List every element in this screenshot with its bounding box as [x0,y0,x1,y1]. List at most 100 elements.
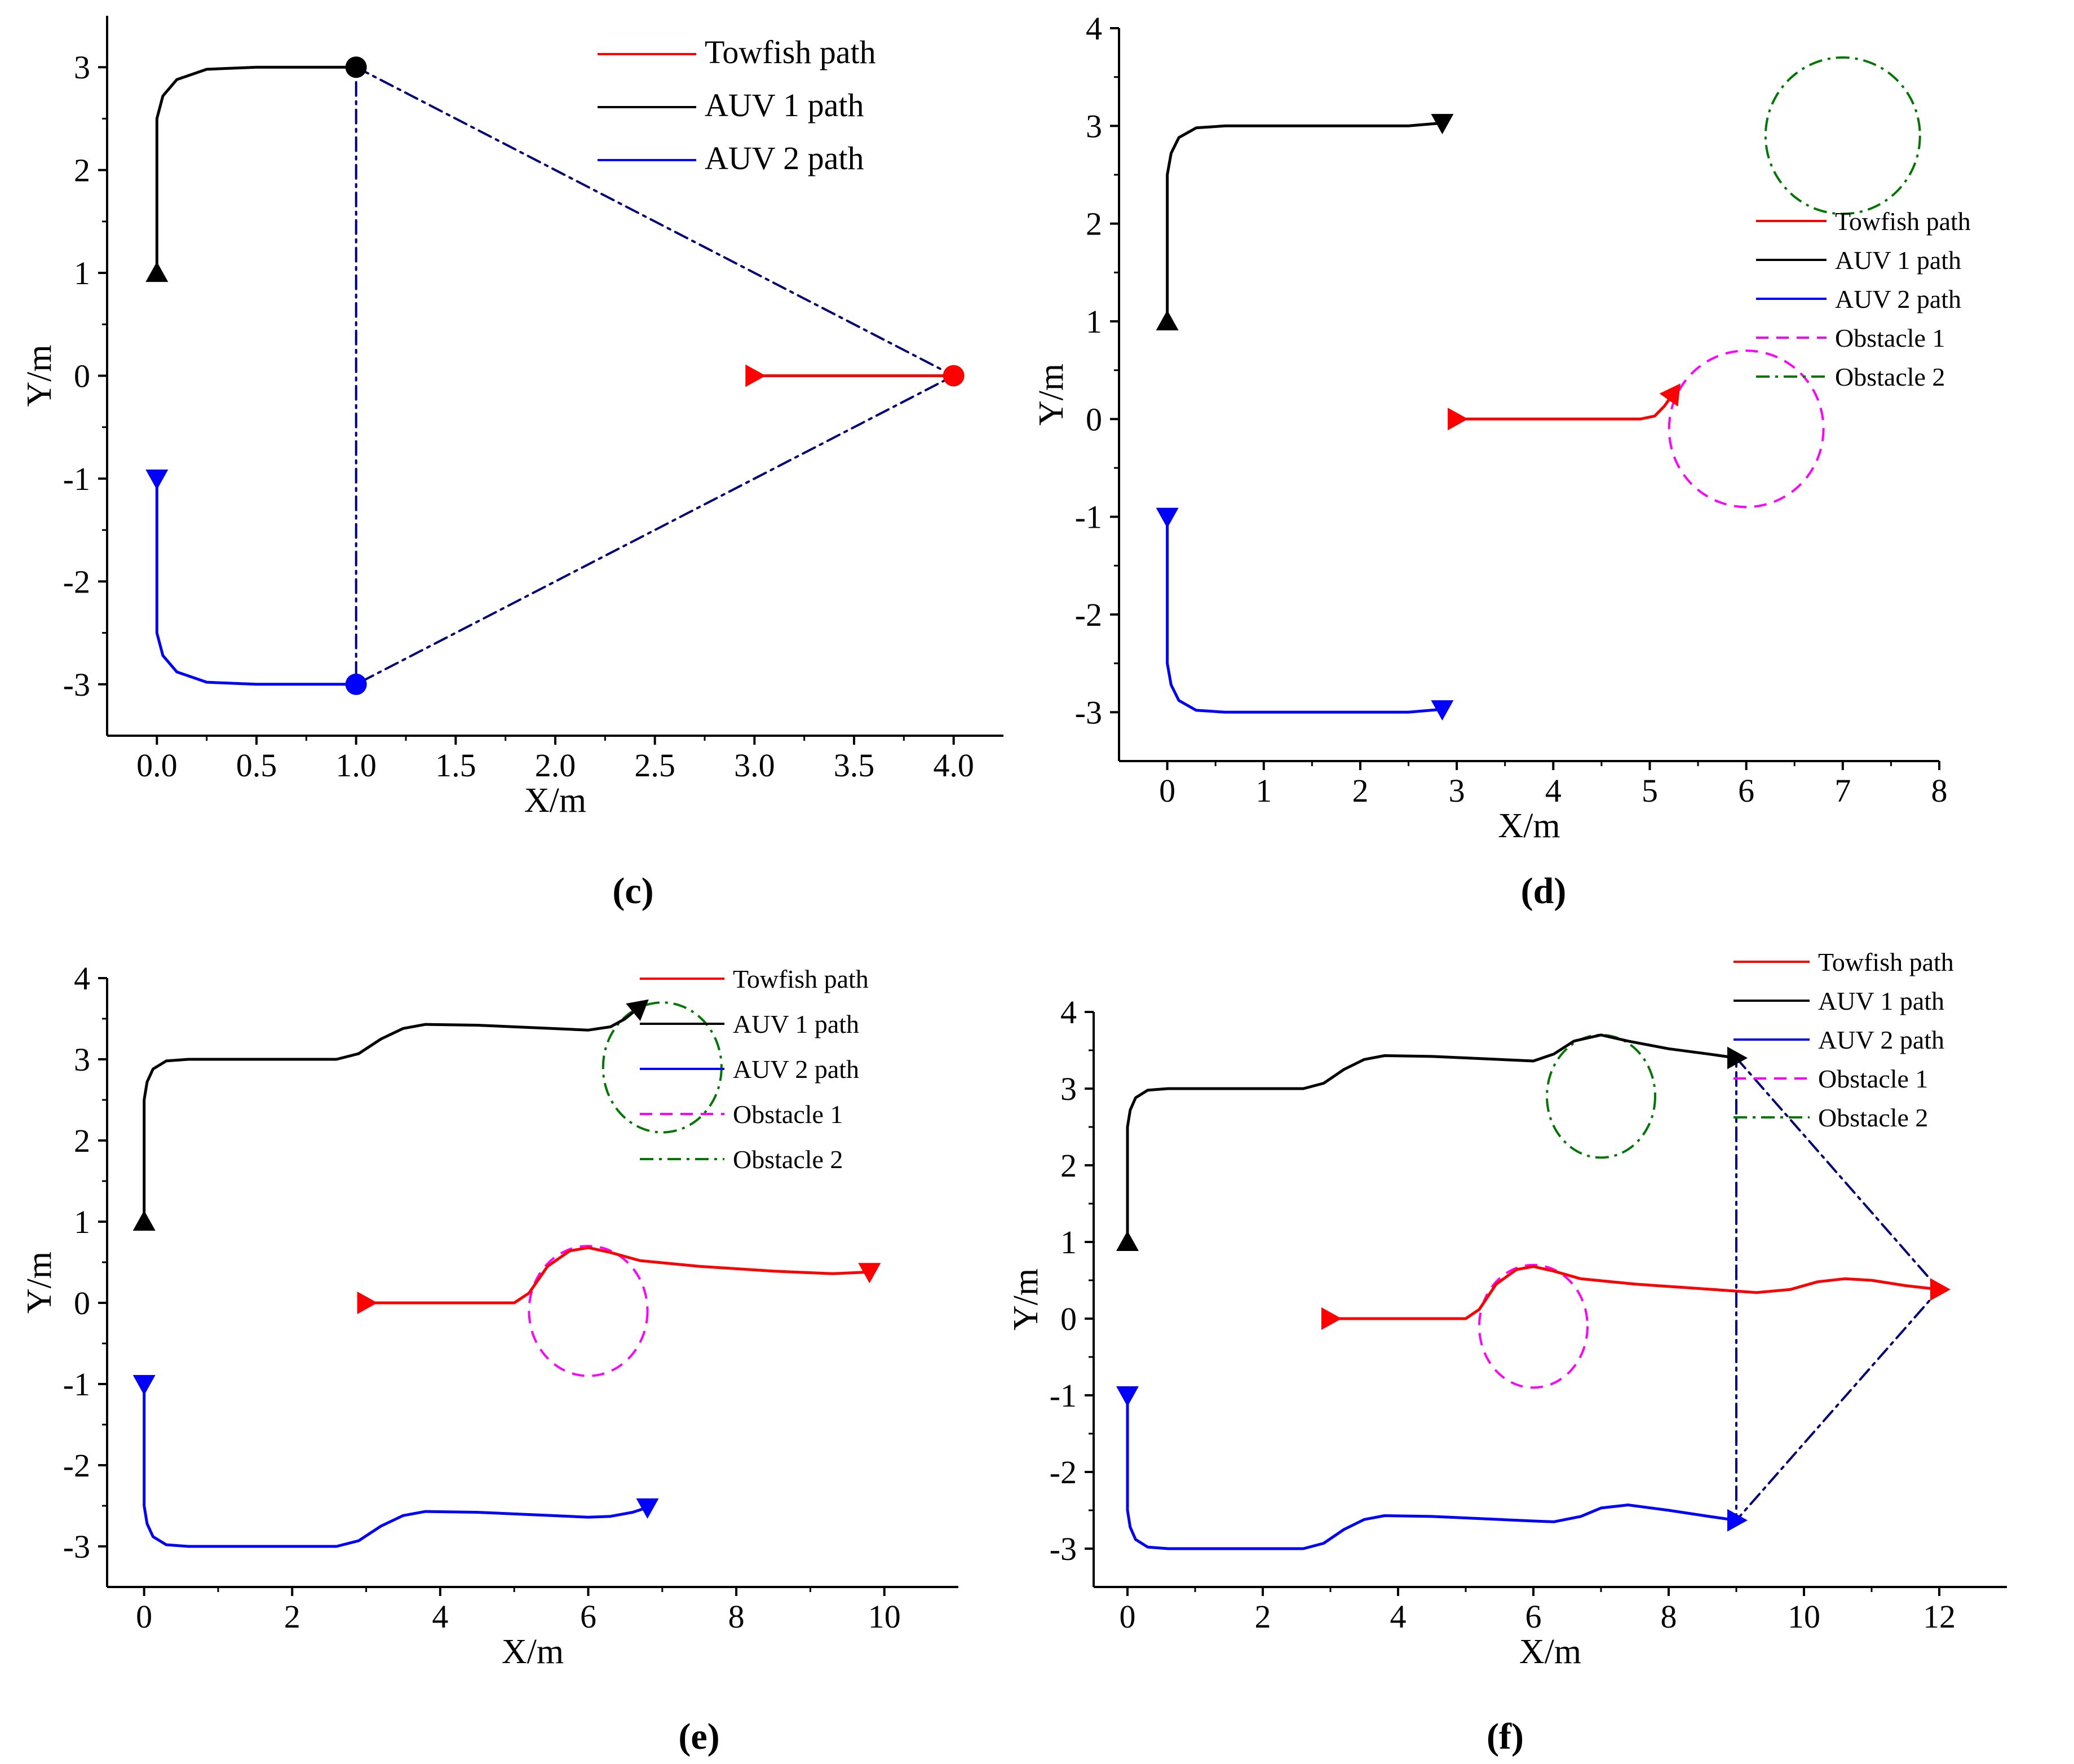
legend-label-auv1: AUV 1 path [733,1010,859,1038]
panel-label-f: (f) [1487,1716,1524,1757]
y-tick-label: -1 [1075,499,1102,536]
auv2-line [1166,515,1444,714]
y-tick-label: 1 [74,1204,90,1240]
y-tick-label: 2 [74,152,90,189]
legend-label-auv1: AUV 1 path [705,87,864,123]
x-tick-label: 4 [1390,1598,1407,1635]
auv1-line [143,1005,642,1223]
x-tick-label: 2.5 [634,747,675,784]
y-tick-label: -3 [63,666,90,703]
obstacle2-circle [1546,1033,1656,1159]
x-tick-label: 4.0 [933,747,974,784]
x-tick-label: 2 [1352,772,1368,809]
x-axis-title: X/m [1498,807,1560,845]
chart-panel-e: 0 2 4 6 8 10 -3 -2 -1 0 1 2 3 4 X/m Y/m Towfish path AUV … [20,960,958,1671]
legend-label-obstacle2: Obstacle 2 [1818,1103,1928,1132]
legend-label-obstacle1: Obstacle 1 [1835,324,1945,352]
y-tick-label: -2 [1075,596,1102,633]
x-tick-label: 2 [1255,1598,1271,1635]
x-tick-label: 0.5 [236,747,277,784]
towfish-start-marker [1321,1307,1342,1330]
x-tick-label: 3.5 [834,747,875,784]
auv2-end-marker [1431,700,1454,721]
legend-label-auv2: AUV 2 path [1818,1025,1944,1054]
auv2-end-marker [636,1498,659,1519]
y-tick-label: -1 [63,461,90,497]
auv2-line [1126,1394,1738,1550]
y-tick-label: 2 [1086,206,1102,242]
auv1-start-marker [1156,310,1179,330]
y-tick-label: -1 [63,1366,90,1403]
auv2-start-marker [145,469,169,490]
y-tick-label: 3 [1086,108,1102,144]
y-axis-title: Y/m [1007,1268,1045,1330]
panel-label-d: (d) [1521,870,1567,912]
x-tick-label: 7 [1834,772,1851,809]
y-tick-label: 0 [74,358,90,395]
legend-label-auv2: AUV 2 path [1835,285,1961,313]
auv2-line [155,477,358,686]
towfish-end-marker [1659,383,1681,407]
obstacle2-circle [1764,56,1921,215]
auv1-line [1126,1033,1738,1244]
x-tick-label: 6 [1525,1598,1542,1635]
y-tick-label: -3 [63,1528,90,1565]
x-axis-title: X/m [524,781,586,820]
x-tick-label: 1.0 [335,747,377,784]
x-tick-label: 0 [1120,1598,1136,1635]
auv2-end-marker [1727,1509,1748,1532]
y-tick-label: 0 [1060,1301,1077,1337]
x-tick-label: 3.0 [734,747,775,784]
y-tick-label: -2 [1050,1454,1077,1491]
obstacle2-circle [602,1001,723,1134]
x-tick-label: 0.0 [136,747,178,784]
panel-label-c: (c) [612,870,653,912]
towfish-line [365,1246,871,1305]
x-tick-label: 6 [1738,772,1754,809]
y-axis-title: Y/m [20,1252,59,1314]
auv2-end-marker [345,673,367,695]
towfish-end-marker [943,365,965,387]
panel-label-e: (e) [678,1716,719,1757]
towfish-start-marker [357,1292,378,1314]
auv1-end-marker [1431,114,1454,135]
legend-label-obstacle1: Obstacle 1 [1818,1064,1928,1093]
y-tick-label: -1 [1050,1377,1077,1414]
auv1-start-marker [1116,1231,1139,1251]
auv1-end-marker [1727,1046,1748,1069]
legend-label-obstacle2: Obstacle 2 [733,1145,843,1174]
x-tick-label: 6 [580,1598,596,1635]
legend-label-auv2: AUV 2 path [705,140,864,176]
y-tick-label: 1 [1086,303,1102,340]
legend-label-auv1: AUV 1 path [1835,246,1961,275]
y-tick-label: 1 [1060,1224,1077,1261]
x-tick-label: 8 [1661,1598,1677,1635]
chart-panel-c: 0.0 0.5 1.0 1.5 2.0 2.5 3.0 3.5 4.0 -3 -2 -1 0 1 2 3 X/m… [20,16,1003,820]
x-tick-label: 10 [868,1598,901,1635]
y-tick-label: 0 [1086,401,1102,437]
x-tick-label: 4 [432,1598,448,1635]
auv2-line [143,1382,649,1548]
y-tick-label: 0 [74,1285,90,1321]
towfish-line [1329,1265,1941,1320]
y-tick-label: -2 [63,1447,90,1484]
legend-label-obstacle2: Obstacle 2 [1835,362,1945,391]
x-tick-label: 5 [1642,772,1658,809]
y-tick-label: 4 [74,960,90,997]
auv1-end-marker [345,56,367,78]
auv2-start-marker [132,1375,156,1395]
x-axis-title: X/m [1519,1633,1581,1671]
auv1-line [1166,121,1444,323]
auv2-start-marker [1156,507,1179,528]
y-tick-label: 2 [1060,1147,1077,1184]
towfish-start-marker [1448,408,1469,431]
towfish-start-marker [745,364,766,387]
y-tick-label: 2 [74,1122,90,1159]
x-tick-label: 1 [1255,772,1272,809]
legend-label-towfish: Towfish path [733,965,869,993]
auv1-line [155,65,358,275]
x-tick-label: 8 [728,1598,745,1635]
y-tick-label: 4 [1060,994,1077,1031]
